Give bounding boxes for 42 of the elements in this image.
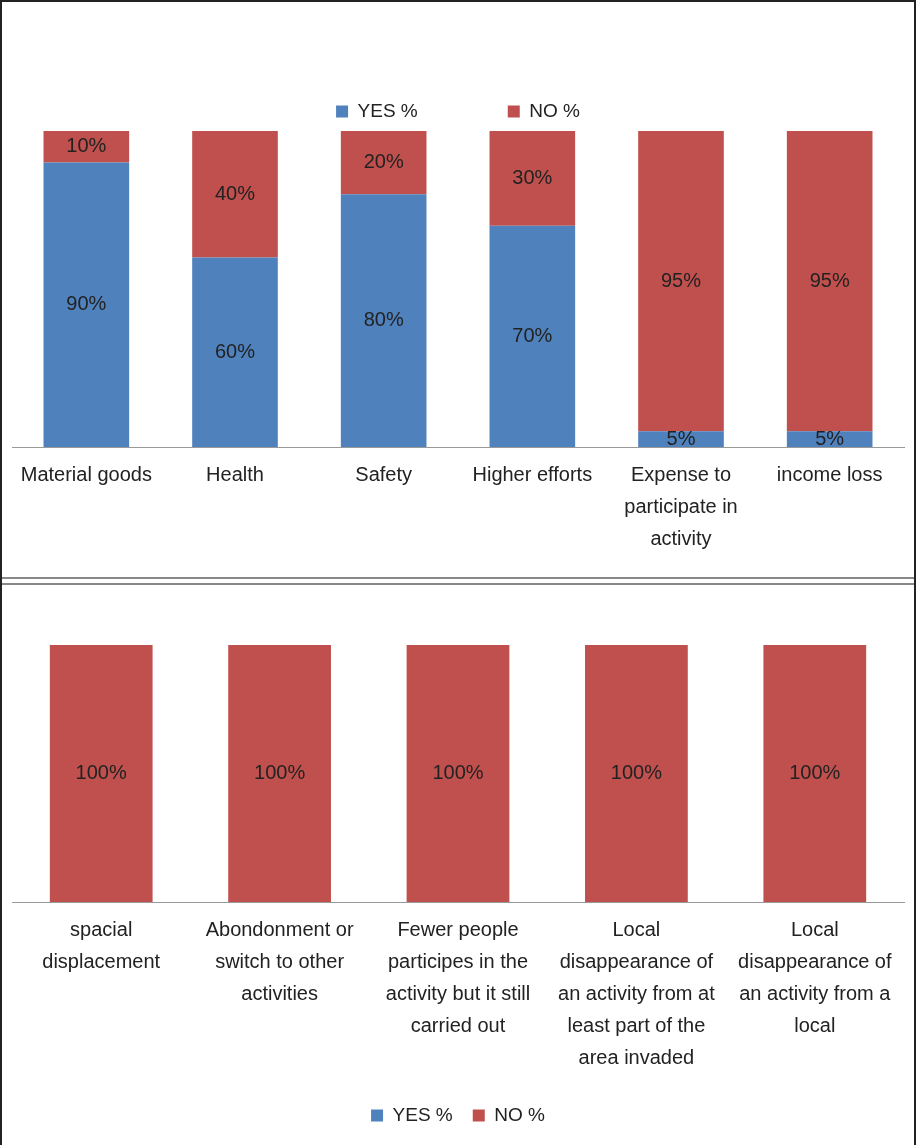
- data-label: 20%: [363, 150, 404, 173]
- x-tick-label: Safety: [355, 462, 413, 485]
- x-tick-label: Local disappearance of an activity from a local: [738, 917, 892, 1036]
- data-label: 60%: [214, 339, 256, 362]
- x-tick-label: Local disappearance of an activity from at least part of the area invaded: [558, 917, 716, 1068]
- bar: [489, 131, 576, 226]
- data-label: 5%: [815, 426, 845, 449]
- data-label: 90%: [66, 292, 107, 315]
- data-label: 5%: [666, 426, 696, 449]
- x-tick-label: Higher efforts: [472, 462, 593, 485]
- data-label: 100%: [254, 761, 306, 784]
- data-label: 70%: [512, 323, 553, 346]
- bar: [43, 162, 130, 447]
- data-label: 95%: [809, 268, 850, 291]
- legend-label: YES %: [357, 99, 418, 121]
- bar: [192, 131, 278, 258]
- bar: [489, 225, 576, 447]
- data-label: 100%: [610, 761, 663, 784]
- data-label: 100%: [789, 761, 841, 784]
- x-tick-label: income loss: [776, 462, 883, 485]
- x-tick-label: Material goods: [20, 462, 152, 485]
- bar: [43, 131, 130, 163]
- data-label: 30%: [512, 165, 553, 188]
- data-label: 40%: [214, 181, 256, 204]
- bar: [192, 257, 278, 447]
- x-tick-label: Expense to participate in activity: [624, 462, 738, 549]
- data-label: 100%: [432, 761, 484, 784]
- x-tick-label: Abondonment or switch to other activities: [205, 917, 354, 1004]
- bar: [340, 194, 427, 447]
- data-label: 10%: [66, 134, 107, 157]
- legend-label: NO %: [494, 1103, 546, 1125]
- data-label: 95%: [660, 268, 702, 291]
- x-tick-label: Fewer people participes in the activity but it still carried out: [385, 917, 531, 1036]
- data-label: 80%: [363, 308, 404, 331]
- data-label: 100%: [75, 761, 127, 784]
- legend-label: NO %: [529, 99, 581, 121]
- bar: [340, 131, 427, 195]
- x-tick-label: Health: [206, 462, 264, 485]
- bar: [786, 131, 873, 432]
- bar: [638, 131, 724, 432]
- x-tick-label: spacial displacement: [42, 917, 161, 972]
- legend-label: YES %: [392, 1103, 453, 1125]
